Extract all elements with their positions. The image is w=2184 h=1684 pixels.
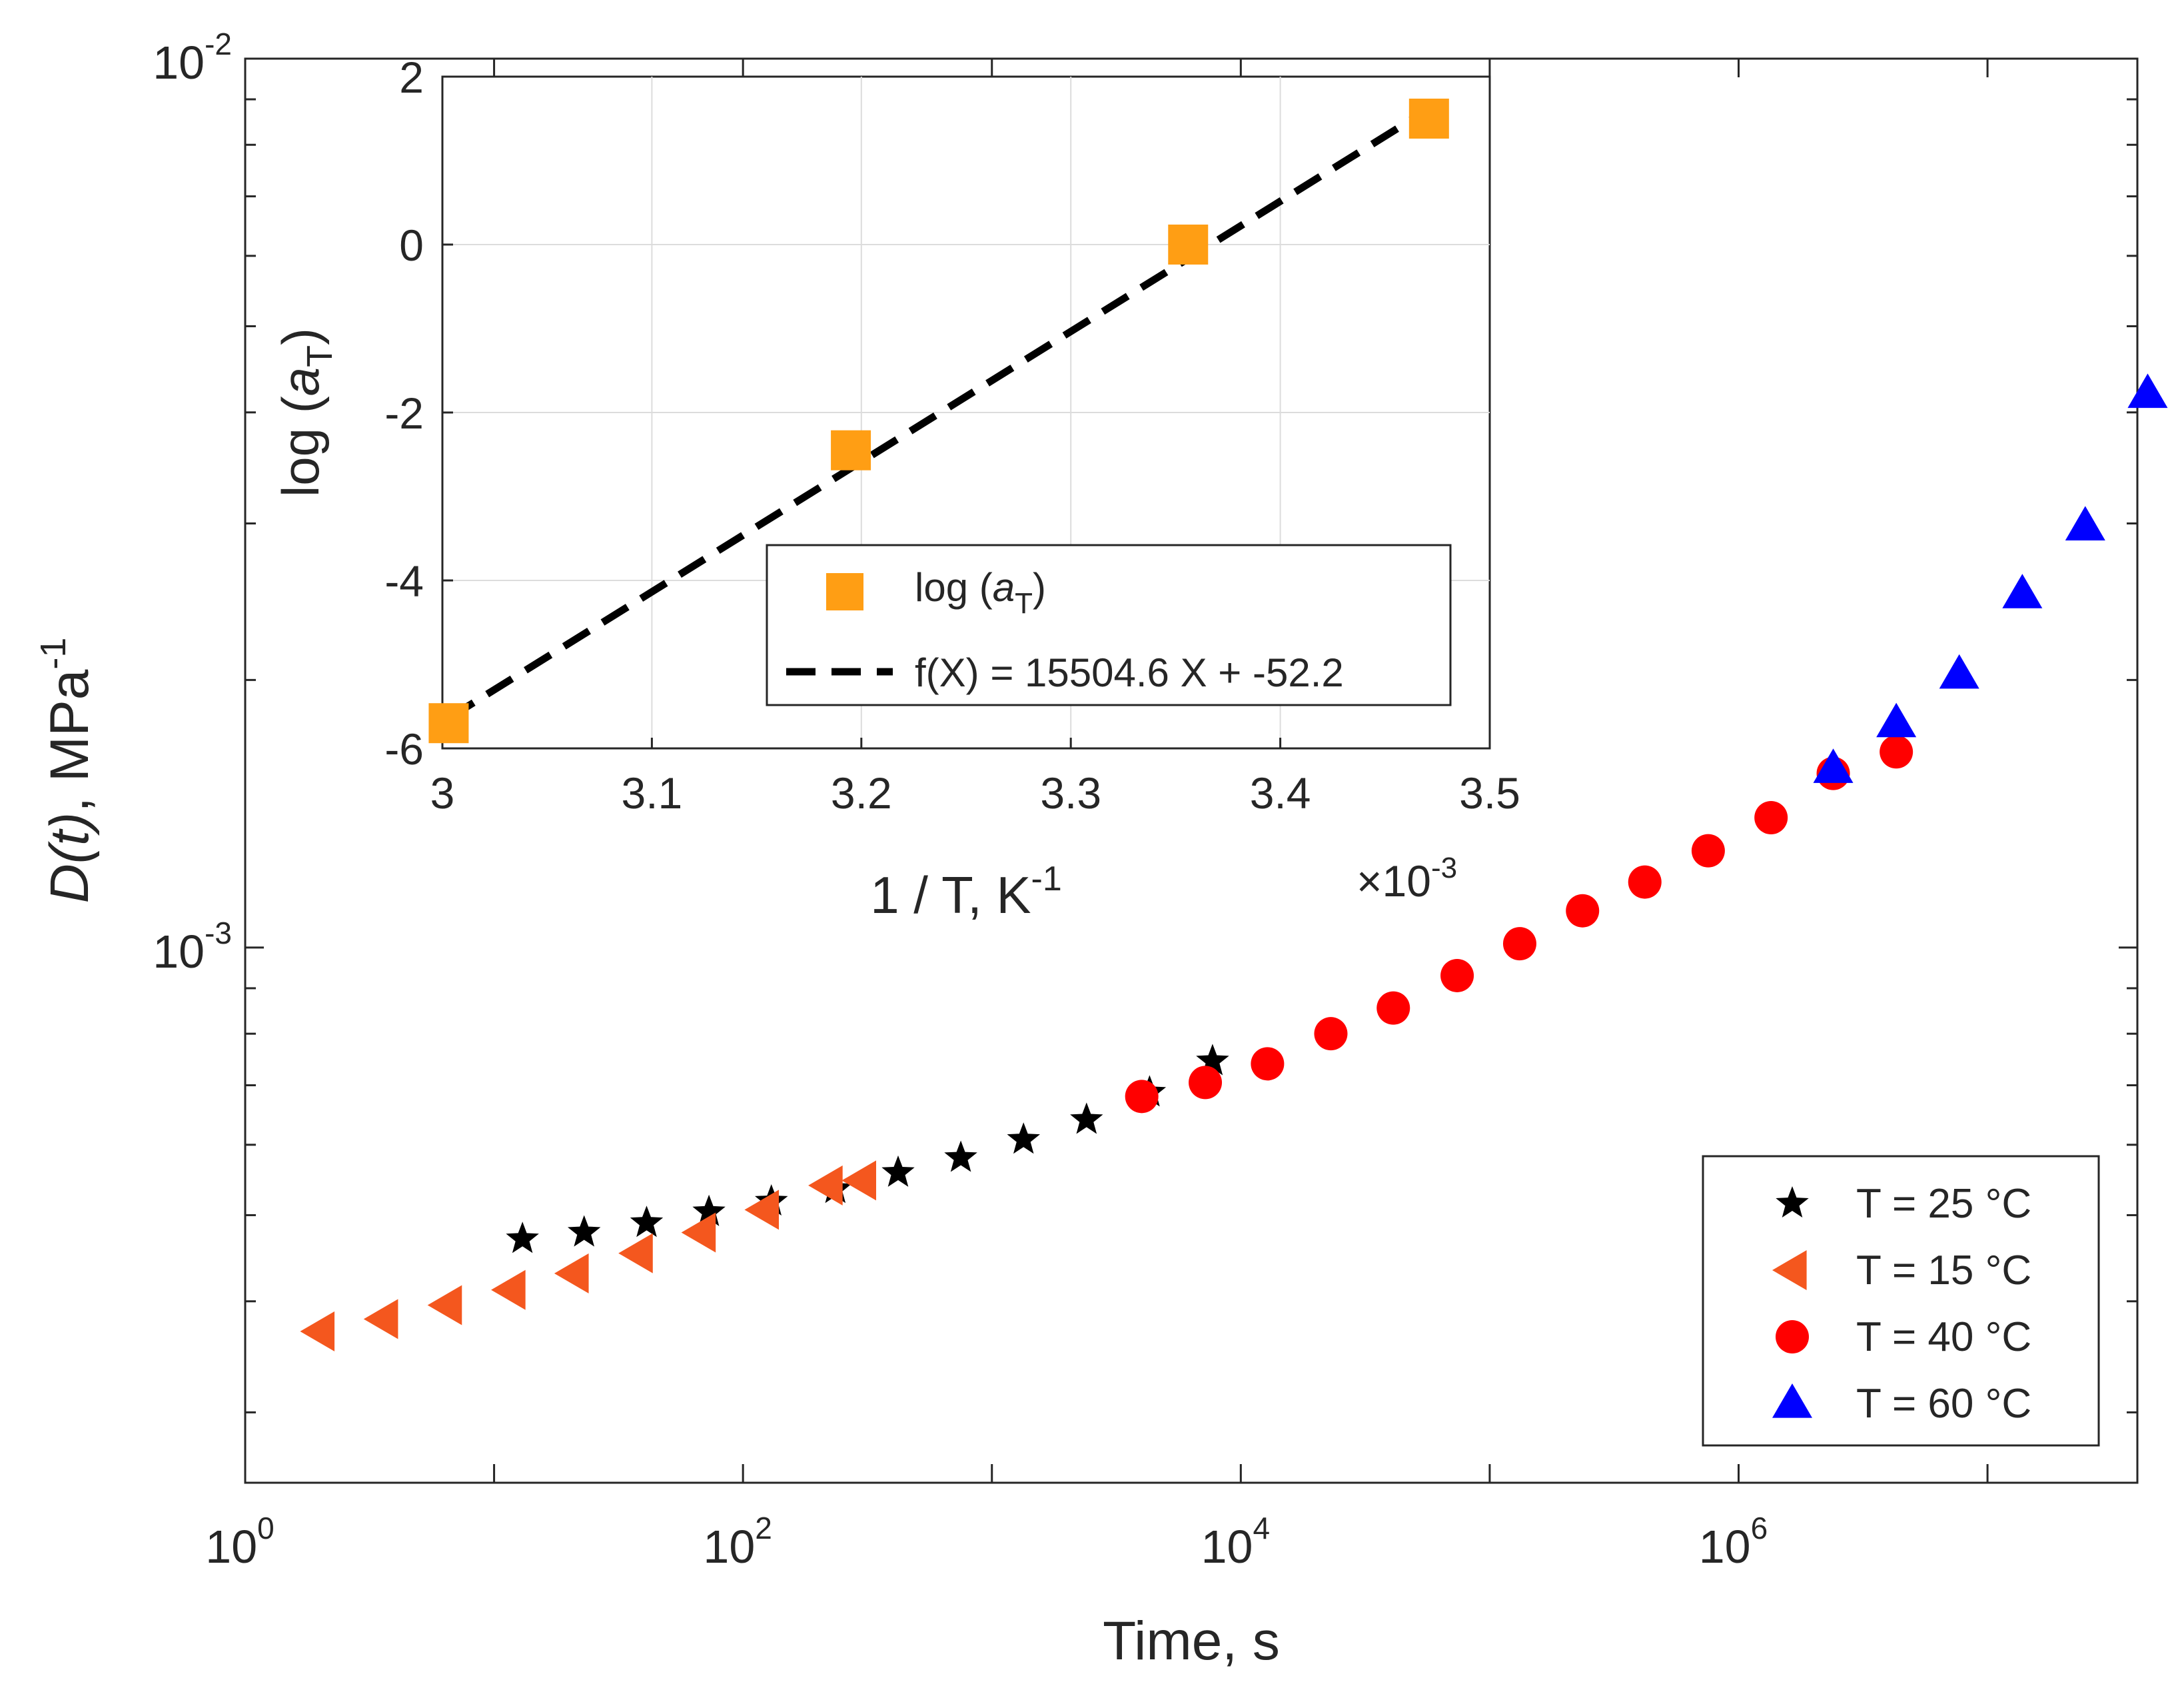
data-point-series-2 — [1880, 735, 1913, 769]
y-axis-label: D(t), MPa-1 — [33, 638, 100, 904]
data-point-series-3 — [1813, 748, 1854, 783]
data-point-series-1 — [744, 1190, 780, 1230]
data-point-series-1 — [491, 1269, 526, 1310]
inset-x-tick-label: 3 — [430, 768, 455, 818]
data-point-series-1 — [363, 1299, 398, 1339]
inset-data-point — [831, 430, 871, 470]
data-point-series-1 — [554, 1253, 589, 1293]
inset-data-point — [428, 703, 469, 744]
main-tick-marks — [244, 57, 2137, 1483]
inset-y-tick-label: 0 — [399, 221, 424, 270]
inset-x-tick-label: 3.4 — [1250, 768, 1311, 818]
inset-tick-marks — [441, 75, 1491, 750]
x-tick-label: 104 — [1201, 1511, 1270, 1573]
inset-fit-line-path — [446, 113, 1418, 722]
data-point-series-3 — [2127, 373, 2168, 409]
main-x-tick-labels: 100 102 104 106 — [205, 1511, 1768, 1573]
data-point-series-1 — [427, 1285, 462, 1325]
data-point-series-2 — [1628, 865, 1662, 899]
data-point-series-3 — [2002, 574, 2043, 608]
inset-y-axis-label: log (aT) — [271, 328, 340, 497]
inset-legend: log (aT) f(X) = 15504.6 X + -52.2 — [766, 544, 1452, 706]
x-tick-label: 100 — [205, 1511, 274, 1573]
inset-y-tick-label: -2 — [384, 389, 424, 438]
inset-legend-label-fit: f(X) = 15504.6 X + -52.2 — [915, 650, 1344, 695]
inset-chart: 3 3.1 3.2 3.3 3.4 3.5 -6 -4 -2 0 2 log (aT) f(X) … — [271, 53, 1520, 924]
data-point-series-2 — [1440, 958, 1474, 992]
data-point-series-2 — [1691, 834, 1725, 868]
inset-x-tick-label: 3.3 — [1040, 768, 1101, 818]
data-point-series-2 — [1376, 991, 1410, 1025]
inset-data-point — [1408, 99, 1449, 139]
legend-label-60: T = 60 °C — [1856, 1381, 2031, 1427]
data-point-series-1 — [681, 1212, 716, 1253]
main-legend: T = 25 °C T = 15 °C T = 40 °C T = 60 °C — [1702, 1155, 2100, 1447]
data-point-series-0 — [506, 1222, 539, 1254]
data-point-series-3 — [1876, 702, 1917, 738]
inset-y-tick-label: -6 — [384, 724, 424, 774]
inset-legend-label-points: log (aT) — [915, 565, 1046, 620]
data-point-series-2 — [1251, 1047, 1285, 1081]
legend-markers — [1772, 1186, 1812, 1418]
data-point-series-0 — [1196, 1044, 1229, 1076]
data-point-series-2 — [1125, 1080, 1159, 1114]
data-point-series-0 — [692, 1194, 726, 1226]
legend-label-25: T = 25 °C — [1856, 1181, 2031, 1227]
legend-marker-3 — [1772, 1383, 1812, 1418]
inset-y-tick-label: 2 — [399, 53, 424, 102]
x-tick-label: 102 — [703, 1511, 772, 1573]
inset-fit-line — [446, 113, 1418, 722]
data-point-series-0 — [944, 1140, 977, 1172]
inset-x-tick-label: 3.2 — [831, 768, 892, 818]
legend-marker-1 — [1772, 1250, 1807, 1290]
data-point-series-2 — [1189, 1066, 1223, 1100]
data-point-series-3 — [2065, 506, 2105, 540]
inset-y-tick-label: -4 — [384, 556, 424, 606]
data-point-series-3 — [1939, 654, 1979, 689]
inset-x-tick-labels: 3 3.1 3.2 3.3 3.4 3.5 — [430, 768, 1520, 818]
y-tick-label: 10-3 — [153, 916, 232, 978]
data-point-series-0 — [630, 1206, 664, 1238]
data-point-series-0 — [568, 1215, 601, 1247]
legend-marker-2 — [1776, 1320, 1809, 1353]
data-point-series-0 — [1007, 1122, 1040, 1154]
y-tick-label: 10-2 — [153, 27, 232, 89]
data-point-series-2 — [1566, 894, 1600, 928]
inset-x-axis-label: 1 / T, K-1 — [870, 860, 1062, 924]
x-tick-label: 106 — [1699, 1511, 1768, 1573]
data-point-series-2 — [1754, 800, 1788, 834]
legend-marker-0 — [1776, 1186, 1809, 1218]
inset-data-point — [1168, 225, 1209, 265]
inset-data-points — [428, 99, 1449, 744]
data-point-series-2 — [1314, 1017, 1348, 1051]
inset-x-multiplier: ×10-3 — [1357, 852, 1457, 906]
x-axis-label: Time, s — [1103, 1611, 1280, 1671]
inset-legend-square-marker — [826, 573, 863, 610]
data-point-series-1 — [841, 1160, 877, 1201]
main-data-points — [300, 373, 2168, 1351]
data-point-series-1 — [808, 1165, 843, 1206]
inset-x-tick-label: 3.5 — [1459, 768, 1520, 818]
data-point-series-0 — [1070, 1102, 1103, 1134]
data-point-series-0 — [881, 1155, 915, 1187]
data-point-series-1 — [300, 1311, 335, 1351]
inset-x-tick-label: 3.1 — [622, 768, 683, 818]
legend-label-40: T = 40 °C — [1856, 1314, 2031, 1360]
legend-label-15: T = 15 °C — [1856, 1248, 2031, 1293]
main-y-tick-labels: 10-3 10-2 — [153, 27, 232, 978]
data-point-series-1 — [618, 1233, 653, 1273]
data-point-series-2 — [1502, 927, 1536, 961]
inset-y-tick-labels: -6 -4 -2 0 2 — [384, 53, 424, 774]
